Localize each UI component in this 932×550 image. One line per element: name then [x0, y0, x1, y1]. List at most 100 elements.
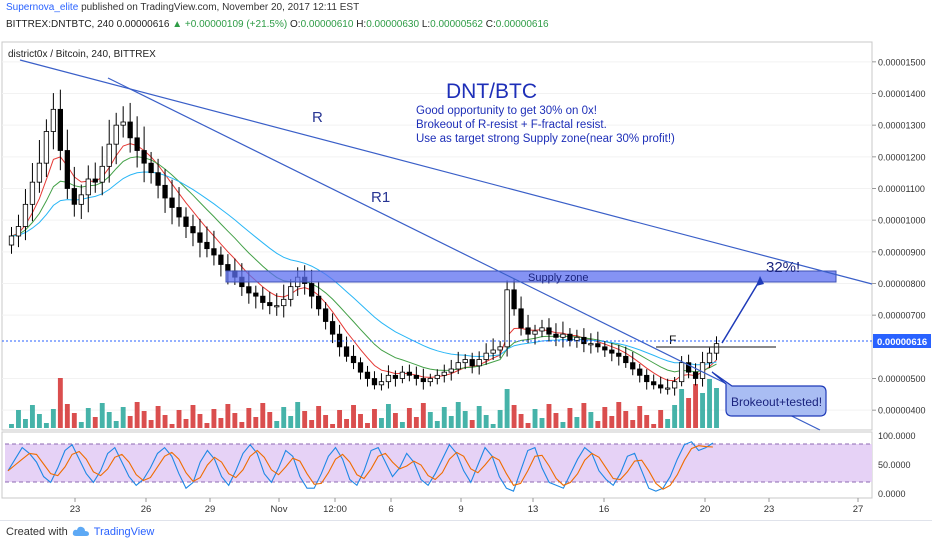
target-arrow-head-icon [756, 276, 764, 286]
ohlc-line: BITTREX:DNTBTC, 240 0.00000616 ▲ +0.0000… [6, 19, 549, 30]
volume-bar [441, 407, 447, 428]
low-label: L: [421, 19, 431, 30]
annotation-title: DNT/BTC [446, 80, 537, 103]
candle [483, 343, 489, 365]
candle [518, 296, 524, 336]
candle [497, 341, 503, 359]
time-tick-label: 12:00 [323, 504, 347, 515]
candle [211, 230, 217, 266]
candle [148, 151, 154, 184]
callout-box[interactable] [711, 371, 827, 417]
resistance-line-r1[interactable] [107, 77, 821, 431]
time-tick-label: Nov [271, 504, 288, 515]
volume-bar [427, 412, 433, 428]
time-tick-label: 9 [458, 504, 463, 515]
candle [567, 328, 573, 347]
volume-bar [420, 403, 426, 428]
tradingview-cloud-icon [72, 526, 89, 536]
supply-zone[interactable] [225, 270, 837, 283]
volume-bar [239, 422, 245, 428]
time-tick-label: 20 [700, 504, 711, 515]
volume-bar [218, 418, 224, 428]
ema-slow-line [11, 171, 717, 366]
candle [357, 357, 364, 380]
volume-bar [50, 409, 56, 428]
close-label: C: [485, 19, 496, 30]
candle [406, 364, 413, 382]
candle [85, 165, 91, 213]
price-chart[interactable]: Supply zone R R1 F 32%! Brokeout+tested!… [0, 38, 932, 520]
time-axis[interactable]: 23 26 29 Nov 12:00 6 9 13 16 20 23 27 [70, 498, 864, 515]
candle [392, 370, 399, 387]
grid [2, 61, 872, 411]
time-tick-label: 23 [70, 504, 81, 515]
volume-bar [162, 415, 168, 428]
candle [127, 102, 133, 153]
volume-bar [344, 419, 349, 428]
volume-bar [644, 415, 650, 428]
price-badge [873, 334, 931, 348]
candle [553, 323, 559, 347]
volume-bar [29, 405, 35, 428]
volume-bar [609, 416, 615, 428]
chart-frame[interactable]: Supply zone R R1 F 32%! Brokeout+tested!… [0, 38, 932, 520]
candle [378, 373, 385, 391]
candle [699, 351, 706, 387]
volume-bar [483, 415, 489, 428]
volume-bar [309, 420, 315, 428]
volume-bar [574, 417, 580, 428]
candle [92, 162, 98, 193]
candle [441, 364, 447, 383]
time-tick-label: 27 [853, 504, 864, 515]
candle [120, 106, 126, 138]
candle [420, 368, 426, 390]
volume-bar [686, 398, 692, 428]
volume-bar [253, 417, 259, 428]
volume-bar [553, 413, 559, 428]
volume-bar [106, 412, 112, 428]
volume-bar [281, 407, 287, 428]
price-axis[interactable]: 0.00001500 0.00001400 0.00001300 0.00001200… [872, 57, 926, 416]
candle [462, 354, 468, 370]
last-price: 0.00000616 [116, 19, 170, 30]
target-label: 32%! [766, 259, 800, 276]
stoch-axis[interactable]: 100.0000 50.0000 0.0000 [878, 431, 916, 499]
time-tick-label: 23 [764, 504, 775, 515]
publish-line: Supernova_elite published on TradingView… [6, 2, 359, 13]
candle [651, 374, 657, 390]
candle [288, 279, 294, 307]
volume-bar [602, 407, 608, 428]
stoch-d-line [7, 445, 713, 490]
annotation-line-1: Good opportunity to get 30% on 0x! [416, 105, 597, 117]
time-tick-label: 29 [205, 504, 216, 515]
candles [8, 89, 720, 396]
high-label: H: [356, 19, 367, 30]
volume-bar [469, 420, 475, 428]
candle [162, 169, 168, 213]
price-tick-label: 0.00000900 [878, 247, 926, 257]
volume-bar [616, 402, 622, 428]
callout-text: Brokeout+tested! [731, 395, 822, 409]
candle [448, 359, 454, 381]
candle [169, 179, 175, 225]
tradingview-link[interactable]: TradingView [93, 526, 155, 538]
volume-bar [560, 422, 566, 428]
volume-bar [490, 424, 496, 428]
candle [671, 377, 678, 396]
candle [609, 342, 615, 362]
author-link[interactable]: Supernova_elite [6, 2, 79, 13]
time-tick-label: 26 [141, 504, 152, 515]
price-tick-label: 0.00000400 [878, 406, 926, 416]
price-tick-label: 0.00001300 [878, 121, 926, 131]
candle [511, 278, 517, 316]
stoch-tick-label: 50.0000 [878, 460, 911, 470]
resistance-line-r[interactable] [19, 59, 873, 285]
candle [15, 214, 22, 248]
candle [315, 281, 322, 316]
ema-mid-line [11, 156, 717, 373]
volume-bar [455, 402, 461, 428]
annotation-line-2: Brokeout of R-resist + F-fractal resist. [416, 119, 607, 131]
volume-bar [64, 404, 70, 428]
volume-bar [581, 403, 587, 428]
volume-bar [651, 424, 657, 428]
